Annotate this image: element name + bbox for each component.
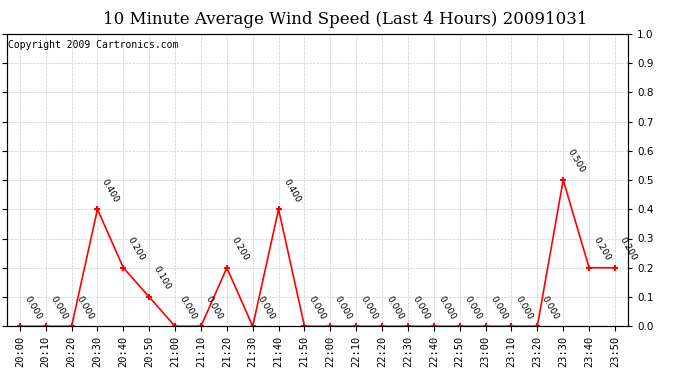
Text: 0.000: 0.000 — [411, 294, 431, 321]
Text: 0.000: 0.000 — [22, 294, 43, 321]
Text: 0.000: 0.000 — [255, 294, 276, 321]
Text: 0.000: 0.000 — [540, 294, 561, 321]
Text: 0.400: 0.400 — [100, 177, 121, 204]
Text: 10 Minute Average Wind Speed (Last 4 Hours) 20091031: 10 Minute Average Wind Speed (Last 4 Hou… — [103, 11, 587, 28]
Text: 0.000: 0.000 — [514, 294, 535, 321]
Text: 0.000: 0.000 — [489, 294, 509, 321]
Text: 0.000: 0.000 — [75, 294, 95, 321]
Text: 0.000: 0.000 — [177, 294, 199, 321]
Text: 0.000: 0.000 — [462, 294, 483, 321]
Text: 0.500: 0.500 — [566, 148, 586, 175]
Text: 0.000: 0.000 — [48, 294, 69, 321]
Text: 0.000: 0.000 — [204, 294, 224, 321]
Text: 0.200: 0.200 — [126, 236, 146, 262]
Text: 0.000: 0.000 — [385, 294, 406, 321]
Text: Copyright 2009 Cartronics.com: Copyright 2009 Cartronics.com — [8, 40, 179, 50]
Text: 0.000: 0.000 — [437, 294, 457, 321]
Text: 0.400: 0.400 — [281, 177, 302, 204]
Text: 0.200: 0.200 — [229, 236, 250, 262]
Text: 0.200: 0.200 — [592, 236, 612, 262]
Text: 0.000: 0.000 — [359, 294, 380, 321]
Text: 0.000: 0.000 — [307, 294, 328, 321]
Text: 0.200: 0.200 — [618, 236, 638, 262]
Text: 0.100: 0.100 — [152, 265, 172, 292]
Text: 0.000: 0.000 — [333, 294, 354, 321]
